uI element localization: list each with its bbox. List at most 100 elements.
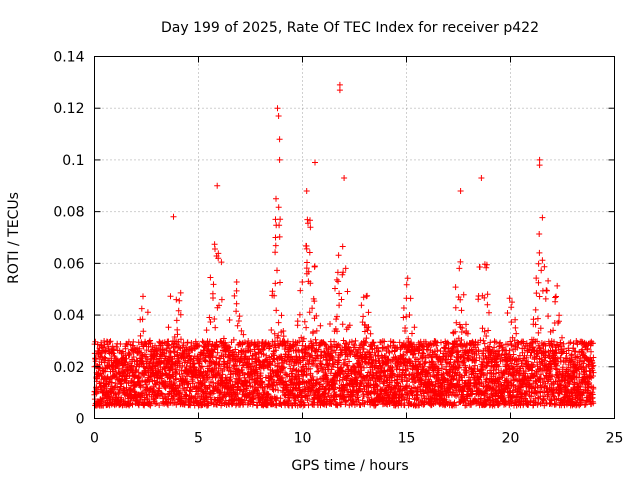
data-point (400, 305, 407, 311)
data-point (456, 265, 463, 272)
data-point (210, 379, 216, 386)
data-point (333, 276, 340, 283)
data-point (544, 287, 550, 294)
data-point (273, 195, 279, 202)
data-point (140, 293, 146, 300)
data-point (232, 346, 239, 353)
data-point (407, 295, 414, 302)
data-point (206, 374, 213, 381)
data-point (339, 243, 346, 250)
data-point (272, 242, 279, 249)
data-point (147, 340, 154, 347)
data-point (476, 264, 483, 270)
data-point (230, 336, 237, 343)
grid (94, 56, 615, 419)
data-point (128, 378, 135, 385)
data-point (236, 313, 243, 320)
data-point (143, 392, 150, 399)
data-point (194, 343, 201, 350)
data-point (530, 316, 537, 323)
data-point (553, 293, 559, 300)
data-point (101, 348, 108, 354)
data-point (487, 339, 494, 346)
data-point (360, 313, 367, 320)
data-point (138, 305, 145, 312)
data-point (508, 304, 515, 311)
data-point (234, 322, 241, 329)
data-point (344, 288, 351, 295)
data-point (210, 281, 217, 288)
data-point (276, 233, 283, 240)
data-point (94, 341, 101, 348)
data-point (403, 281, 410, 288)
data-point (242, 397, 249, 404)
data-point (94, 388, 101, 395)
data-point (276, 222, 283, 229)
data-point (275, 204, 282, 211)
data-point (556, 312, 563, 319)
data-point (277, 279, 283, 286)
data-point (211, 316, 218, 322)
data-point (122, 359, 129, 365)
data-point (107, 338, 114, 345)
data-point (541, 263, 548, 270)
data-point (352, 337, 359, 344)
data-point (218, 296, 225, 303)
data-point (365, 309, 372, 316)
data-point (536, 231, 543, 237)
data-point (481, 340, 488, 347)
data-point (184, 339, 191, 346)
data-point (217, 355, 224, 362)
data-point (250, 399, 257, 406)
data-point (186, 352, 193, 359)
data-point (175, 307, 182, 314)
data-point (249, 360, 256, 367)
data-point (146, 399, 153, 406)
data-point (247, 348, 254, 355)
data-point (174, 331, 181, 338)
data-point (213, 401, 219, 408)
data-point (131, 373, 138, 380)
data-point (303, 324, 310, 331)
data-point (109, 343, 116, 350)
data-point (113, 343, 120, 350)
data-point (173, 317, 180, 324)
data-point (404, 275, 411, 282)
data-point (129, 401, 136, 408)
data-point (268, 327, 275, 333)
data-point (504, 310, 511, 316)
data-point (458, 307, 465, 314)
data-point (539, 257, 546, 264)
data-point (554, 282, 561, 289)
data-point (332, 285, 338, 292)
data-point (536, 249, 543, 256)
data-point (236, 387, 243, 394)
data-point (336, 302, 343, 309)
data-point (215, 250, 222, 257)
data-point (116, 365, 122, 372)
data-point (144, 309, 151, 316)
data-point (390, 339, 397, 346)
data-point (552, 294, 559, 301)
data-point (249, 396, 256, 403)
data-point (314, 368, 321, 375)
data-point (304, 259, 310, 266)
data-point (112, 380, 119, 387)
data-point (533, 290, 540, 297)
data-point (335, 278, 342, 285)
data-point (513, 330, 520, 337)
data-point (411, 324, 418, 331)
data-point (538, 267, 545, 274)
data-point (233, 308, 240, 315)
data-point (452, 304, 459, 311)
data-point (272, 249, 279, 256)
data-point (311, 263, 318, 270)
data-point (140, 384, 147, 390)
data-point (218, 259, 225, 266)
data-point (227, 374, 234, 381)
data-point (275, 319, 282, 326)
data-point (358, 302, 365, 309)
data-point (212, 324, 219, 331)
data-point (335, 252, 342, 259)
data-point (139, 316, 146, 323)
